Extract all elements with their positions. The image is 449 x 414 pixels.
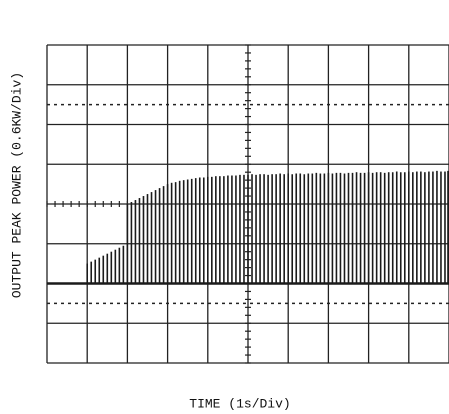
- page: TIME (1s/Div) OUTPUT PEAK POWER (0.6KW/D…: [0, 0, 449, 414]
- x-axis-label: TIME (1s/Div): [189, 396, 290, 411]
- chart: TIME (1s/Div) OUTPUT PEAK POWER (0.6KW/D…: [0, 0, 449, 414]
- y-axis-label: OUTPUT PEAK POWER (0.6KW/Div): [9, 72, 24, 298]
